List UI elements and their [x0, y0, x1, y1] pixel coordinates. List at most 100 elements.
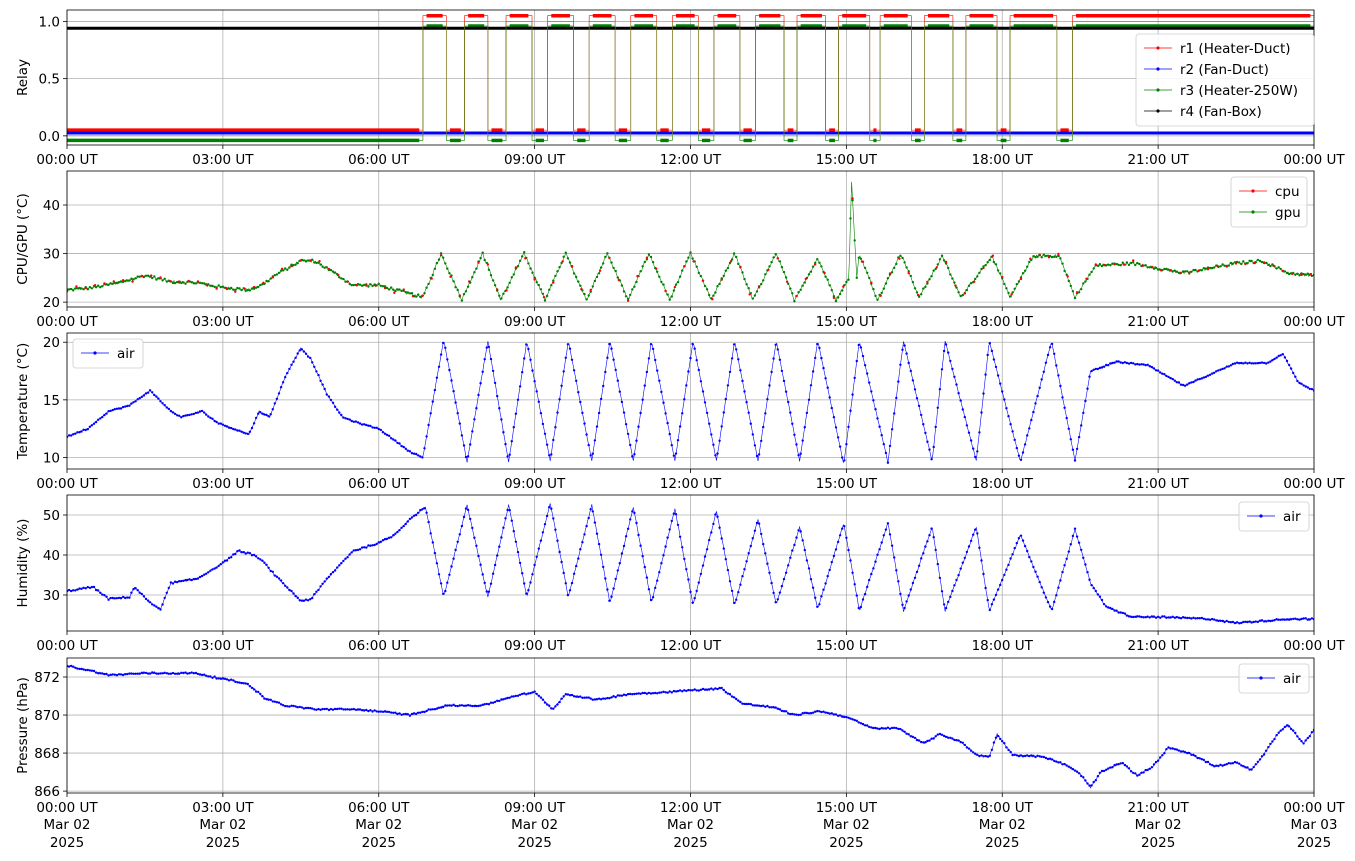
air-point: [213, 419, 216, 423]
air-point: [651, 692, 655, 695]
air-point: [1258, 619, 1262, 622]
gpu-point: [531, 271, 534, 274]
x-tick-date-label: Mar 02: [1135, 817, 1182, 833]
air-point: [311, 707, 314, 710]
air-point: [1042, 755, 1046, 759]
air-point: [870, 726, 873, 729]
air-point: [211, 676, 214, 679]
air-point: [1071, 767, 1075, 771]
air-point: [327, 395, 331, 398]
cpu-point: [626, 299, 630, 302]
air-point: [1050, 342, 1054, 346]
air-point: [1248, 768, 1251, 771]
air-point: [1223, 620, 1226, 624]
air-point: [992, 741, 996, 744]
air-point: [1073, 459, 1077, 462]
air-point: [915, 397, 919, 400]
gpu-point: [151, 276, 154, 280]
air-point: [1061, 396, 1064, 399]
cpu-point: [252, 285, 256, 289]
air-point: [1273, 357, 1276, 361]
air-point: [82, 428, 85, 431]
air-point: [358, 422, 362, 425]
cpu-point: [150, 274, 153, 277]
gpu-point: [352, 283, 355, 287]
air-point: [151, 391, 154, 394]
cpu-point: [1244, 262, 1247, 266]
air-point: [1177, 381, 1181, 384]
gpu-point: [797, 291, 800, 294]
air-point: [718, 686, 721, 690]
gpu-point: [649, 255, 653, 259]
air-point: [1048, 605, 1052, 608]
air-point: [186, 672, 189, 675]
gpu-point: [612, 266, 615, 270]
gpu-point: [1190, 270, 1193, 273]
air-point: [1075, 535, 1079, 538]
air-point: [138, 672, 141, 675]
air-point: [103, 594, 106, 597]
legend-item: r1 (Heater-Duct): [1144, 41, 1291, 57]
air-point: [439, 353, 443, 356]
air-point: [273, 700, 276, 703]
air-point: [606, 356, 609, 359]
air-point: [1161, 615, 1164, 618]
air-point: [1292, 729, 1295, 732]
air-point: [834, 426, 838, 429]
air-point: [932, 445, 935, 449]
air-point: [751, 704, 754, 707]
air-point: [768, 706, 771, 709]
gpu-point: [895, 262, 898, 266]
gpu-point: [111, 282, 114, 285]
air-point: [186, 414, 189, 417]
air-point: [207, 571, 210, 574]
air-point: [782, 710, 786, 713]
air-point: [223, 424, 227, 427]
gpu-point: [1279, 267, 1282, 271]
air-point: [1200, 616, 1204, 620]
air-point: [402, 524, 405, 528]
gpu-point: [901, 256, 904, 260]
air-point: [344, 417, 347, 420]
air-point: [1109, 766, 1112, 769]
air-point: [951, 589, 954, 593]
gpu-point: [1277, 266, 1280, 269]
cpu-point: [823, 271, 826, 275]
air-point: [816, 605, 819, 608]
air-point: [1032, 754, 1035, 757]
air-point: [346, 417, 349, 421]
air-point: [469, 443, 472, 446]
air-point: [508, 696, 511, 699]
air-point: [533, 380, 536, 383]
air-point: [570, 358, 574, 361]
air-point: [732, 343, 736, 346]
gpu-point: [452, 280, 455, 283]
air-point: [1302, 617, 1305, 620]
air-point: [755, 704, 759, 707]
air-point: [701, 564, 705, 567]
air-point: [1001, 740, 1004, 743]
air-point: [782, 379, 786, 383]
air-point: [1188, 382, 1191, 385]
gpu-point: [442, 256, 445, 259]
air-point: [1075, 447, 1079, 451]
air-point: [1121, 611, 1125, 615]
air-point: [996, 374, 1000, 377]
gpu-point: [311, 258, 314, 261]
air-point: [579, 548, 582, 551]
air-point: [1127, 362, 1131, 365]
air-point: [1069, 438, 1073, 441]
air-point: [1011, 430, 1014, 433]
y-tick-label: 15: [43, 393, 60, 409]
air-point: [286, 371, 289, 375]
y-tick-label: 30: [43, 588, 60, 604]
gpu-point: [597, 272, 601, 275]
air-point: [67, 665, 71, 668]
air-point: [743, 702, 746, 706]
air-point: [165, 406, 168, 409]
air-point: [1142, 771, 1145, 774]
air-point: [691, 601, 694, 604]
air-point: [502, 526, 505, 529]
air-point: [1048, 346, 1052, 349]
air-point: [604, 697, 607, 700]
